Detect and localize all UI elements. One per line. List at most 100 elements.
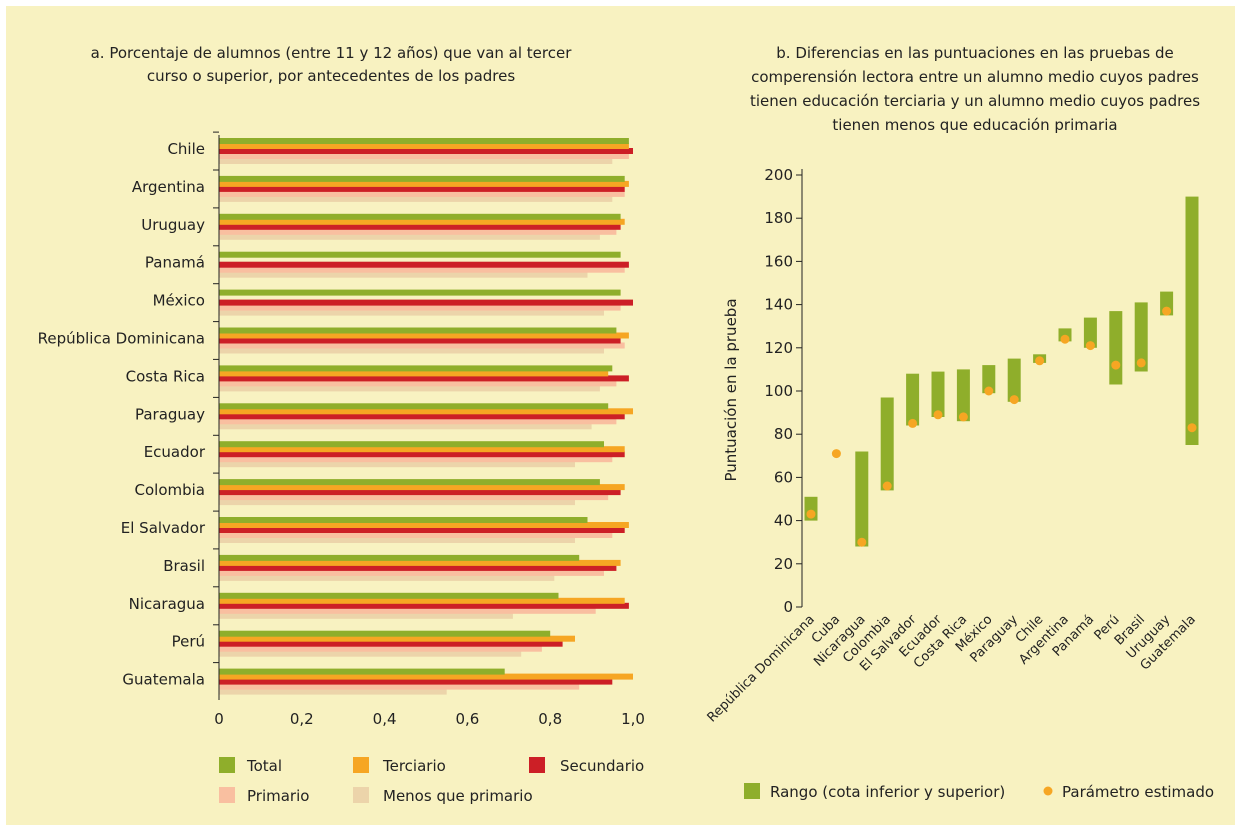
category-label-colombia: Colombia bbox=[135, 481, 206, 499]
category-label-paraguay: Paraguay bbox=[135, 405, 205, 423]
range-bar-colombia bbox=[880, 397, 894, 491]
chart-a-plot: Chile Argentina Uruguay Panamá México Repúbli… bbox=[38, 131, 645, 728]
bar-menos-que-primario-colombia bbox=[219, 499, 575, 506]
bar-menos-que-primario-guatemala bbox=[219, 688, 447, 695]
bar-secundario-argentina bbox=[219, 185, 625, 192]
bar-secundario-el-salvador bbox=[219, 527, 625, 533]
range-bar-guatemala bbox=[1185, 196, 1199, 445]
y-tick-label-120: 120 bbox=[764, 339, 793, 357]
range-bar-mexico bbox=[982, 365, 996, 394]
bar-terciario-el-salvador bbox=[219, 522, 629, 528]
bar-terciario-paraguay bbox=[219, 408, 633, 415]
bar-menos-que-primario-mexico bbox=[219, 309, 604, 316]
category-label-costa-rica: Costa Rica bbox=[126, 367, 205, 385]
legend-a-swatch-primario bbox=[219, 787, 235, 803]
bar-menos-que-primario-argentina bbox=[219, 195, 613, 202]
bar-secundario-colombia bbox=[219, 489, 621, 496]
legend-a-swatch-total bbox=[219, 757, 235, 773]
bar-total-nicaragua bbox=[219, 592, 559, 599]
bar-primario-argentina bbox=[219, 190, 625, 197]
estimate-point-argentina bbox=[1060, 334, 1070, 344]
bar-secundario-paraguay bbox=[219, 413, 625, 420]
chart-b-y-axis-label: Puntuación en la prueba bbox=[722, 298, 740, 481]
bar-terciario-uruguay bbox=[219, 218, 625, 225]
bar-primario-mexico bbox=[219, 304, 621, 311]
bar-total-guatemala bbox=[219, 668, 505, 675]
legend-a-label-primario: Primario bbox=[247, 787, 309, 805]
category-label-brasil: Brasil bbox=[163, 557, 205, 575]
legend-a-swatch-secundario bbox=[529, 757, 545, 773]
bar-primario-peru bbox=[219, 645, 542, 652]
bar-secundario-uruguay bbox=[219, 223, 621, 230]
estimate-point-chile bbox=[1035, 356, 1045, 366]
y-tick-label-80: 80 bbox=[774, 425, 793, 443]
range-bar-el-salvador bbox=[906, 373, 920, 426]
x-tick-label-3: 0,6 bbox=[455, 710, 479, 728]
bar-total-republica-dominicana bbox=[219, 327, 617, 334]
bar-total-peru bbox=[219, 630, 551, 637]
x-category-label-republica-dominicana: República Dominicana bbox=[705, 612, 818, 725]
estimate-point-panama bbox=[1085, 341, 1095, 351]
range-bar-costa-rica bbox=[956, 369, 970, 422]
y-tick-label-40: 40 bbox=[774, 512, 793, 530]
bar-menos-que-primario-costa-rica bbox=[219, 385, 600, 392]
estimate-point-guatemala bbox=[1187, 423, 1197, 433]
bar-total-uruguay bbox=[219, 213, 621, 220]
legend-b-label-estimate: Parámetro estimado bbox=[1062, 783, 1214, 801]
bar-secundario-ecuador bbox=[219, 451, 625, 458]
x-tick-label-2: 0,4 bbox=[373, 710, 397, 728]
bar-total-chile bbox=[219, 138, 629, 144]
estimate-point-uruguay bbox=[1162, 306, 1172, 316]
range-bar-ecuador bbox=[931, 371, 945, 417]
y-tick-label-180: 180 bbox=[764, 209, 793, 227]
bar-primario-brasil bbox=[219, 569, 604, 576]
bar-menos-que-primario-chile bbox=[219, 158, 613, 164]
bar-terciario-brasil bbox=[219, 559, 621, 566]
bar-total-paraguay bbox=[219, 403, 609, 410]
bar-total-panama bbox=[219, 251, 621, 258]
category-label-ecuador: Ecuador bbox=[144, 443, 206, 461]
legend-a-label-secundario: Secundario bbox=[560, 757, 644, 775]
bar-secundario-republica-dominicana bbox=[219, 337, 621, 344]
bar-primario-el-salvador bbox=[219, 532, 613, 538]
range-bar-paraguay bbox=[1007, 358, 1021, 402]
range-bar-nicaragua bbox=[855, 451, 869, 547]
bar-terciario-guatemala bbox=[219, 673, 633, 680]
bar-secundario-guatemala bbox=[219, 678, 613, 685]
bar-total-ecuador bbox=[219, 441, 604, 448]
bar-primario-panama bbox=[219, 266, 625, 273]
chart-b-title-line-4: tienen menos que educación primaria bbox=[832, 116, 1117, 134]
category-label-chile: Chile bbox=[167, 140, 205, 158]
x-tick-label-1: 0,2 bbox=[290, 710, 314, 728]
bar-terciario-chile bbox=[219, 143, 629, 149]
bar-terciario-republica-dominicana bbox=[219, 332, 629, 339]
bar-menos-que-primario-paraguay bbox=[219, 423, 592, 430]
chart-a-title-line-2: curso o superior, por antecedentes de lo… bbox=[147, 67, 516, 85]
bar-terciario-peru bbox=[219, 635, 575, 642]
range-bar-peru bbox=[1109, 311, 1123, 385]
bar-secundario-panama bbox=[219, 261, 629, 268]
bar-total-colombia bbox=[219, 479, 600, 486]
chart-b-title-line-2: comperensión lectora entre un alumno med… bbox=[751, 68, 1199, 86]
bar-secundario-nicaragua bbox=[219, 602, 629, 609]
bar-terciario-ecuador bbox=[219, 446, 625, 453]
bar-primario-colombia bbox=[219, 494, 609, 501]
bar-menos-que-primario-el-salvador bbox=[219, 537, 575, 543]
bar-total-argentina bbox=[219, 175, 625, 182]
estimate-point-ecuador bbox=[933, 410, 943, 420]
range-bar-panama bbox=[1083, 317, 1097, 348]
bar-primario-republica-dominicana bbox=[219, 342, 625, 349]
bar-secundario-mexico bbox=[219, 299, 633, 306]
category-label-argentina: Argentina bbox=[132, 178, 205, 196]
legend-b-label-range: Rango (cota inferior y superior) bbox=[770, 783, 1005, 801]
estimate-point-peru bbox=[1111, 360, 1121, 370]
estimate-point-paraguay bbox=[1009, 395, 1019, 405]
category-label-republica-dominicana: República Dominicana bbox=[38, 330, 205, 348]
bar-secundario-peru bbox=[219, 640, 563, 647]
y-tick-label-100: 100 bbox=[764, 382, 793, 400]
bar-menos-que-primario-panama bbox=[219, 271, 588, 278]
category-label-mexico: México bbox=[153, 292, 205, 310]
category-label-uruguay: Uruguay bbox=[141, 216, 205, 234]
bar-primario-nicaragua bbox=[219, 607, 596, 614]
y-tick-label-200: 200 bbox=[764, 166, 793, 184]
